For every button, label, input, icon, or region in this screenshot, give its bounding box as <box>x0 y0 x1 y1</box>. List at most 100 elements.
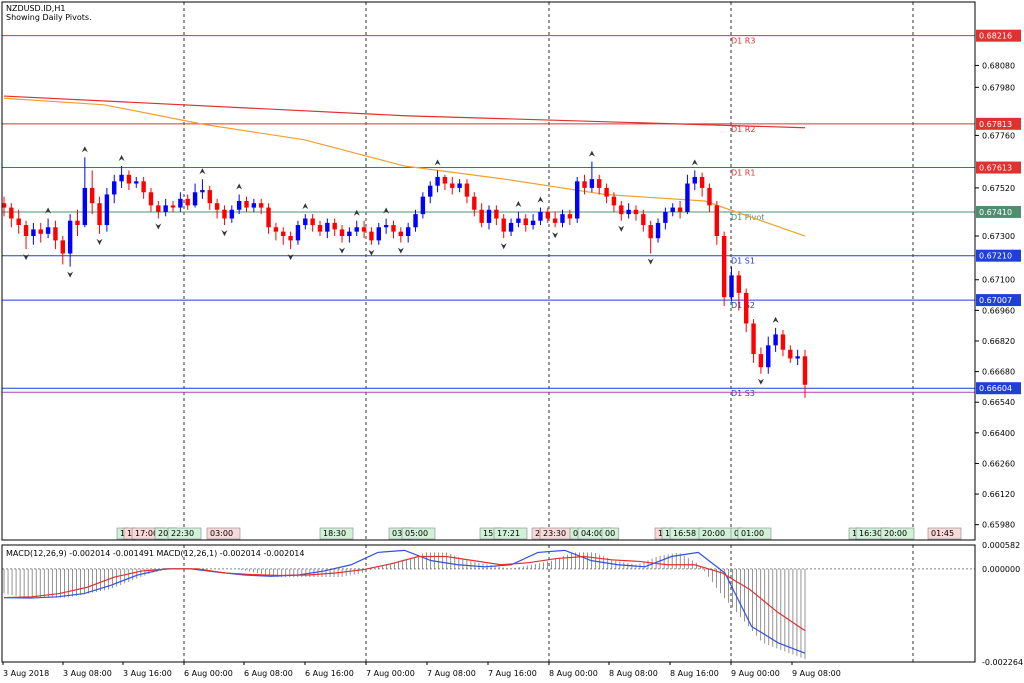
candle-body <box>354 227 359 232</box>
pivot-price-tag-label: 0.67007 <box>979 296 1012 305</box>
candle-body <box>435 176 440 186</box>
candle-body <box>89 187 95 204</box>
candle-body <box>795 356 800 359</box>
candle-body <box>560 214 565 223</box>
price-tick-label: 0.66680 <box>982 368 1015 377</box>
candle-body <box>200 190 205 193</box>
event-tag-label: 1 <box>120 529 125 538</box>
event-tag <box>601 527 620 540</box>
fractal-up-icon <box>199 168 206 175</box>
pivot-price-tag-label: 0.67410 <box>979 208 1012 217</box>
candle-body <box>707 187 712 206</box>
event-tag-label: 1 <box>127 529 132 538</box>
candle-body <box>207 190 212 204</box>
pivot-price-tag-label: 0.67813 <box>979 120 1012 129</box>
event-tag <box>319 527 354 540</box>
candle-body <box>273 227 279 232</box>
price-tick-label: 0.67300 <box>982 232 1015 241</box>
candle-body <box>170 205 176 208</box>
candle-body <box>663 211 668 223</box>
pivot-price-tag <box>976 205 1021 218</box>
candle-body <box>538 211 543 221</box>
price-tick-label: 0.67100 <box>982 276 1015 285</box>
candle-body <box>501 218 506 232</box>
event-tag-label: 20: <box>158 529 171 538</box>
event-tag-label: 01:00 <box>741 529 764 538</box>
price-tick-label: 0.67980 <box>982 83 1015 92</box>
candle-body <box>60 240 65 254</box>
pivot-subtitle: Showing Daily Pivots. <box>6 13 92 22</box>
candle-body <box>641 214 646 226</box>
macd-pane[interactable] <box>2 545 975 662</box>
fractal-down-icon <box>287 254 294 261</box>
candle-body <box>119 174 124 182</box>
event-tag-label: 22:30 <box>171 529 194 538</box>
fractal-up-icon <box>537 196 544 203</box>
candle-body <box>185 198 190 206</box>
price-frame <box>1 1 976 541</box>
candle-body <box>214 203 220 210</box>
candle-body <box>450 183 455 188</box>
fractal-up-icon <box>772 316 779 323</box>
pivot-price-tag-label: 0.67613 <box>979 164 1012 173</box>
fractal-down-icon <box>23 254 30 261</box>
candle-body <box>391 225 396 232</box>
candle-body <box>523 218 528 226</box>
candle-body <box>67 220 73 254</box>
pivot-label: D1 S3 <box>731 389 755 398</box>
macd-tick-label: -0.002264 <box>982 658 1023 667</box>
candle-body <box>479 209 484 223</box>
event-tag-label: 18:30 <box>323 529 346 538</box>
candle-body <box>420 196 426 215</box>
fractal-down-icon <box>155 223 162 230</box>
candle-body <box>677 207 683 212</box>
candle-body <box>134 181 139 184</box>
candle-body <box>736 275 742 293</box>
price-tick-label: 0.67760 <box>982 131 1015 140</box>
candle-body <box>339 229 345 237</box>
candle-body <box>472 196 477 210</box>
candle-body <box>405 227 411 237</box>
time-label: 9 Aug 00:00 <box>731 669 780 678</box>
fractal-up-icon <box>383 207 390 214</box>
candle-body <box>508 222 514 232</box>
time-label: 7 Aug 16:00 <box>488 669 537 678</box>
event-tag <box>401 527 436 540</box>
candle-body <box>516 218 521 223</box>
candle-body <box>457 183 462 188</box>
fractal-up-icon <box>588 150 595 157</box>
candle-body <box>685 183 690 212</box>
event-tag-label: 04:00 <box>581 529 604 538</box>
price-tick-label: 0.65980 <box>982 521 1015 530</box>
candle-body <box>97 203 102 226</box>
candle-body <box>442 176 448 184</box>
event-tag <box>493 527 528 540</box>
event-tag <box>880 527 915 540</box>
candle-body <box>303 218 308 226</box>
candle-body <box>567 214 573 219</box>
candle-body <box>721 236 727 298</box>
candle-body <box>192 192 198 206</box>
event-tag <box>737 527 772 540</box>
candle-body <box>604 187 609 197</box>
macd-tick-label: 0.000582 <box>982 541 1020 550</box>
fractal-down-icon <box>618 225 625 232</box>
candle-body <box>317 225 323 232</box>
candle-body <box>714 205 720 237</box>
fractal-down-icon <box>397 247 404 254</box>
candle-body <box>16 218 21 226</box>
event-tag <box>927 527 962 540</box>
event-tag <box>206 527 241 540</box>
fractal-up-icon <box>434 159 441 166</box>
fractal-down-icon <box>757 378 764 385</box>
time-label: 9 Aug 08:00 <box>792 669 841 678</box>
price-tick-label: 0.67520 <box>982 184 1015 193</box>
pivot-label: D1 Pivot <box>731 213 764 222</box>
event-tag-label: 1 <box>852 529 857 538</box>
time-label: 3 Aug 2018 <box>3 669 49 678</box>
candle-body <box>648 225 653 239</box>
candle-body <box>369 231 374 241</box>
fractal-up-icon <box>45 207 52 214</box>
